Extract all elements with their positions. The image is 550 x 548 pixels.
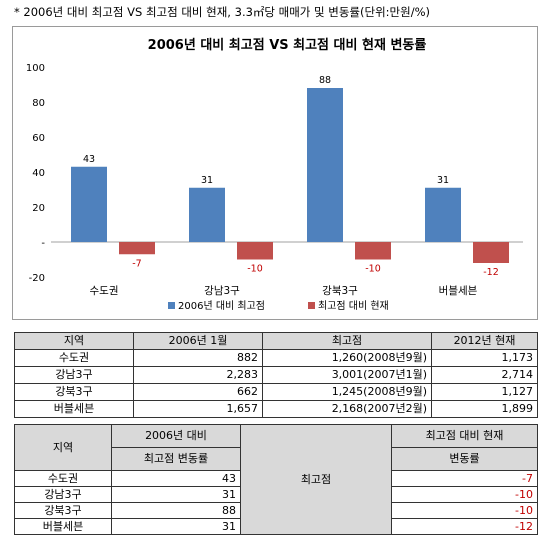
legend-label: 최고점 대비 현재 [318,300,389,312]
table-cell: 88 [111,502,241,519]
y-tick-label: 20 [32,203,45,214]
table-row: 버블세븐 1,657 2,168(2007년2월) 1,899 [14,400,538,418]
table-header-row: 지역 2006년 대비 최고점 최고점 대비 현재 [14,424,538,535]
table-cell: -7 [391,470,538,487]
table-row: 강북3구 88 -10 [14,502,538,519]
table-cell: 2,283 [133,366,263,384]
bar [71,166,107,242]
chart-title: 2006년 대비 최고점 VS 최고점 대비 현재 변동률 [148,37,427,53]
legend-label: 2006년 대비 최고점 [178,300,265,312]
change-rate-table: 지역 2006년 대비 최고점 최고점 대비 현재 최고점 변동률 변동률 수도… [14,424,538,535]
data-label: 88 [319,75,331,86]
bar [425,187,461,242]
bar [189,187,225,242]
table-row: 강남3구 2,283 3,001(2007년1월) 2,714 [14,366,538,384]
table-cell: 강남3구 [14,366,134,384]
table-cell: 1,260(2008년9월) [262,349,432,367]
chart-frame: 2006년 대비 최고점 VS 최고점 대비 현재 변동률 100 80 60 40 20… [12,26,538,320]
merged-peak-cell: 최고점 [240,424,392,535]
table-header-cell: 지역 [14,332,134,350]
y-tick-label: 60 [32,133,45,144]
table-cell: -10 [391,486,538,503]
table-header-cell: 2006년 대비 [111,424,241,448]
legend-swatch [168,302,175,309]
table-cell: 수도권 [14,349,134,367]
table-cell: 버블세븐 [14,518,112,535]
table-row: 강북3구 662 1,245(2008년9월) 1,127 [14,383,538,401]
table-header-cell: 최고점 변동률 [111,447,241,471]
category-label: 강북3구 [322,285,358,297]
table-cell: 2,168(2007년2월) [262,400,432,418]
table-cell: 1,657 [133,400,263,418]
table-cell: 3,001(2007년1월) [262,366,432,384]
table-header-cell: 변동률 [391,447,538,471]
category-label: 강남3구 [204,285,240,297]
y-tick-label: 100 [26,63,45,74]
table-cell: 43 [111,470,241,487]
data-label: 31 [437,175,449,186]
data-label: 43 [83,154,95,165]
table-cell: 수도권 [14,470,112,487]
price-table: 지역 2006년 1월 최고점 2012년 현재 수도권 882 1,260(2… [14,332,538,418]
table-cell: 662 [133,383,263,401]
table-header-row: 지역 2006년 1월 최고점 2012년 현재 [14,332,538,350]
table-cell: 버블세븐 [14,400,134,418]
table-cell: 강남3구 [14,486,112,503]
table-cell: 강북3구 [14,502,112,519]
table-header-cell: 최고점 대비 현재 [391,424,538,448]
table-row: 수도권 882 1,260(2008년9월) 1,173 [14,349,538,367]
bar [473,242,509,263]
table-cell: -12 [391,518,538,535]
data-label: -10 [247,264,263,275]
table-row: 강남3구 31 -10 [14,486,538,503]
table-cell: -10 [391,502,538,519]
data-label: -10 [365,264,381,275]
legend-swatch [308,302,315,309]
category-label: 버블세븐 [439,285,478,297]
bar [307,88,343,242]
data-label: -12 [483,267,499,278]
bar [355,242,391,260]
table-cell: 882 [133,349,263,367]
y-tick-label: -20 [29,273,45,284]
table-header-cell: 2012년 현재 [431,332,538,350]
bar [119,242,155,255]
bar [237,242,273,260]
caption: * 2006년 대비 최고점 VS 최고점 대비 현재, 3.3㎡당 매매가 및… [14,5,430,19]
table-cell: 2,714 [431,366,538,384]
table-row: 버블세븐 31 -12 [14,518,538,535]
table-header-cell: 2006년 1월 [133,332,263,350]
table-header-cell: 지역 [14,424,112,471]
bar-chart: 2006년 대비 최고점 VS 최고점 대비 현재 변동률 100 80 60 40 20… [26,37,523,312]
table-header-cell: 최고점 [262,332,432,350]
data-label: -7 [132,258,141,269]
table-cell: 강북3구 [14,383,134,401]
table-cell: 1,127 [431,383,538,401]
table-cell: 1,173 [431,349,538,367]
table-cell: 1,899 [431,400,538,418]
y-tick-label: 80 [32,98,45,109]
y-tick-label: - [41,238,45,249]
table-cell: 1,245(2008년9월) [262,383,432,401]
category-label: 수도권 [90,285,119,297]
table-cell: 31 [111,518,241,535]
data-label: 31 [201,175,213,186]
table-cell: 31 [111,486,241,503]
y-tick-label: 40 [32,168,45,179]
